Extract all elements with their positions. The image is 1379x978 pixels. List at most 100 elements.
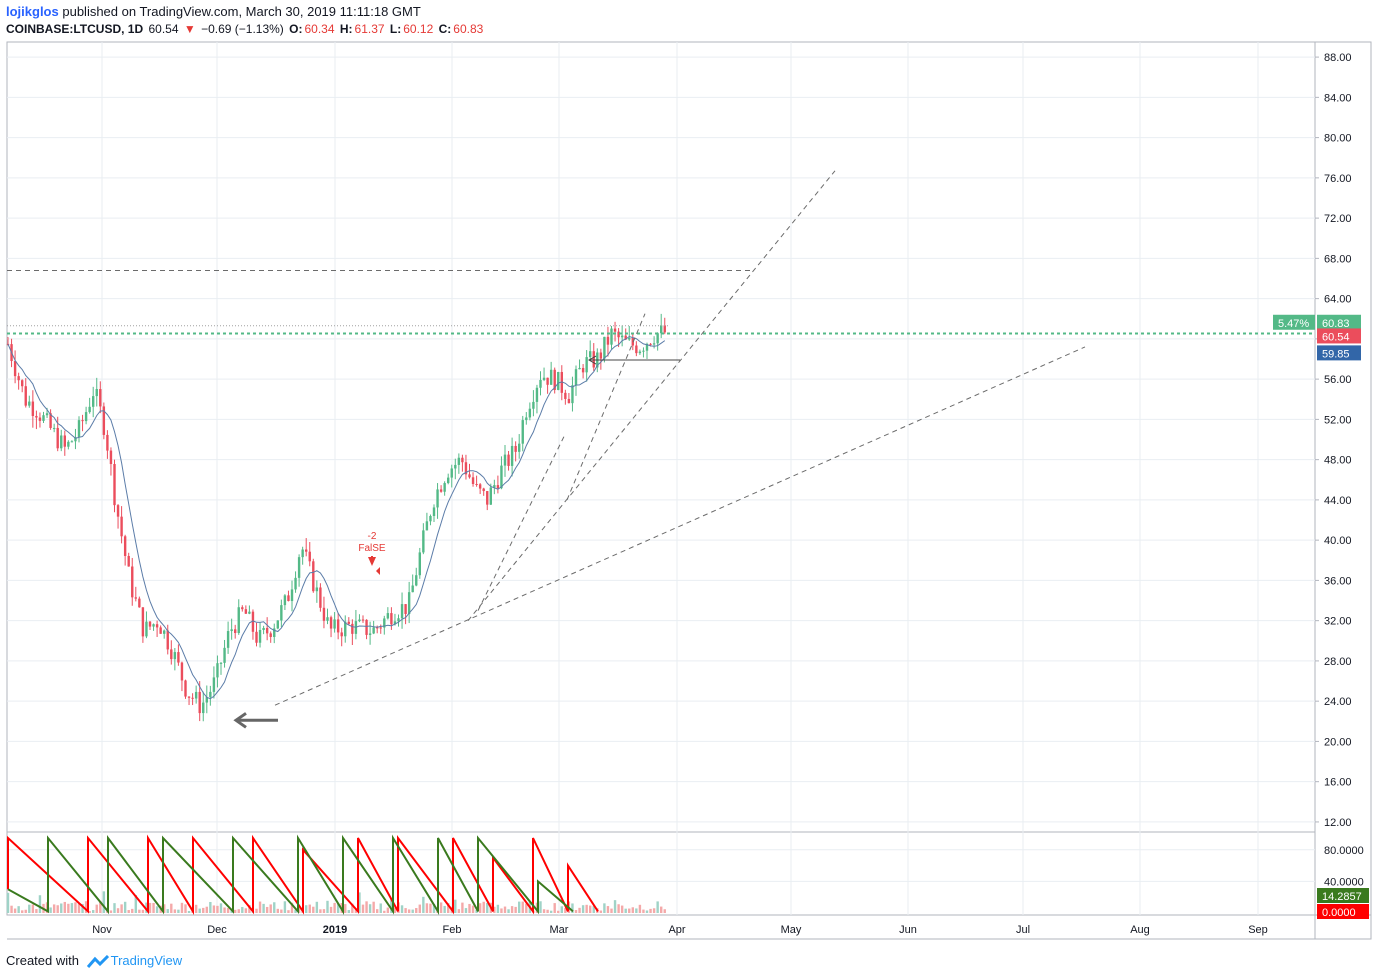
osc-histogram-bar [525,903,528,913]
osc-tick-label: 40.0000 [1324,876,1364,888]
candle-body [425,521,429,531]
candle-body [496,485,500,489]
candle-body [262,627,265,631]
osc-histogram-bar [319,909,322,913]
x-tick-label: Sep [1248,924,1268,936]
candle-body [429,515,432,522]
osc-histogram-bar [28,904,31,913]
trendline-mid [477,434,566,611]
osc-histogram-bar [617,904,620,913]
candle-body [592,351,595,368]
candle-body [70,441,74,443]
low-label: L: [389,22,402,36]
y-tick-label: 52.00 [1324,414,1352,426]
candle-body [432,507,436,516]
candle-body [518,443,521,452]
osc-histogram-bar [205,906,208,913]
osc-histogram-bar [344,904,347,913]
candle-body [13,361,17,377]
high-label: H: [339,22,353,36]
candle-body [478,484,482,489]
created-with-text: Created with [6,953,79,968]
osc-histogram-bar [308,904,311,913]
candle-body [159,627,162,634]
osc-histogram-bar [187,910,191,913]
osc-red-value-bg [1317,904,1369,919]
osc-histogram-bar [109,910,113,913]
candle-body [155,624,159,628]
candle-body [187,696,191,698]
osc-histogram-bar [468,903,471,913]
osc-histogram-bar [237,909,240,913]
open-value: 60.34 [304,22,335,36]
osc-histogram-bar [358,892,361,913]
osc-histogram-bar [35,909,38,913]
candle-body [52,427,56,429]
osc-histogram-bar [652,908,656,913]
osc-histogram-bar [60,903,63,913]
candle-body [372,627,375,634]
osc-histogram-bar [439,902,443,913]
y-tick-label: 84.00 [1324,92,1352,104]
candle-body [322,607,326,621]
osc-histogram-bar [152,902,155,913]
osc-histogram-bar [265,906,269,913]
candle-body [276,620,279,629]
candle-body [226,631,230,648]
last-price: 60.54 [148,22,179,36]
candle-body [127,555,130,567]
candle-body [649,343,652,345]
candle-body [138,598,141,608]
candle-body [120,516,123,537]
x-tick-label: Jul [1016,924,1030,936]
candle-body [486,491,489,505]
price-chart[interactable]: Nov Dec 2019 Feb Mar Apr May Jun Jul Aug Sep 88.00 8… [0,0,1379,950]
osc-histogram-bar [74,902,77,913]
osc-histogram-bar [70,903,74,913]
osc-histogram-bar [255,908,258,913]
osc-histogram-bar [578,907,581,913]
osc-histogram-bar [510,906,514,913]
osc-histogram-bar [216,905,219,913]
candle-body [567,398,571,404]
close-value: 60.83 [453,22,484,36]
candle-body [67,441,70,447]
tradingview-logo-icon [86,954,109,968]
osc-histogram-bar [631,907,634,913]
x-tick-label: Apr [668,924,685,936]
last-price-label: 60.54 [1322,331,1350,343]
osc-histogram-bar [305,905,308,913]
candle-body [599,352,603,359]
y-tick-label: 88.00 [1324,52,1352,64]
tradingview-brand[interactable]: TradingView [110,953,183,968]
candle-body [141,607,145,637]
x-tick-label: Nov [92,924,112,936]
candle-body [42,415,45,421]
candle-body [617,331,620,338]
candle-body [663,325,666,333]
osc-histogram-bar [202,907,205,913]
candle-body [56,427,59,449]
osc-histogram-bar [372,901,375,913]
author-link[interactable]: lojikglos [6,4,59,19]
osc-histogram-bar [638,904,642,913]
osc-histogram-bar [123,901,127,913]
candle-body [397,618,400,622]
osc-histogram-bar [663,909,666,913]
symbol-name[interactable]: COINBASE:LTCUSD, 1D [6,22,144,36]
osc-histogram-bar [521,901,524,913]
candle-body [148,621,152,627]
osc-histogram-bar [170,903,173,913]
candle-body [202,702,205,714]
candle-body [265,627,269,634]
osc-histogram-bar [219,903,223,913]
high-value: 61.37 [354,22,385,36]
osc-histogram-bar [163,904,166,913]
osc-histogram-bar [77,903,81,913]
candle-body [216,663,219,678]
osc-histogram-bar [493,906,496,913]
y-tick-label: 76.00 [1324,173,1352,185]
ma-price-label: 59.85 [1322,348,1350,360]
ma-price-label-bg [1317,345,1361,361]
candle-body [170,649,173,660]
